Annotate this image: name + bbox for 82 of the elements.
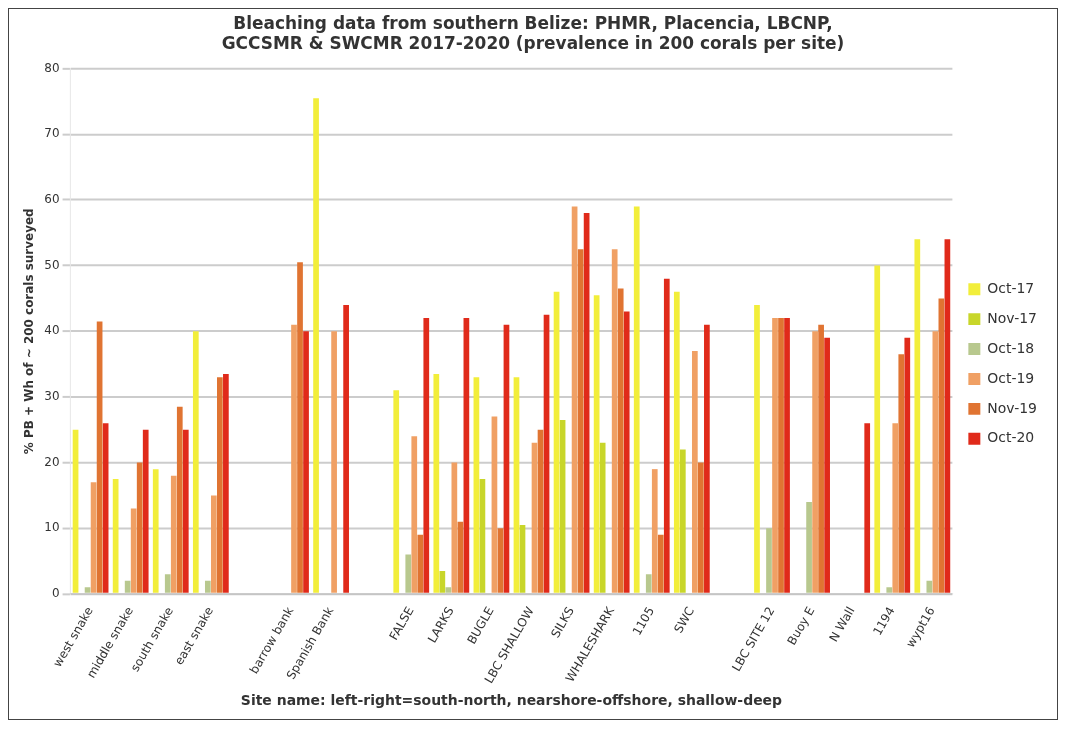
y-tick-label: 60 <box>44 192 60 207</box>
legend-label: Oct-18 <box>987 339 1035 356</box>
bar <box>152 469 159 593</box>
bar <box>679 449 686 593</box>
bar <box>124 580 131 593</box>
bar <box>617 288 624 593</box>
legend-label: Oct-19 <box>987 369 1035 386</box>
bar <box>812 331 818 593</box>
legend-label: Nov-17 <box>987 309 1037 326</box>
bar <box>204 580 211 593</box>
legend-label: Oct-17 <box>987 279 1035 296</box>
bar <box>142 429 149 593</box>
bar <box>645 574 652 593</box>
x-axis-title: Site name: left-right=south-north, nearshore-offshore, shallow-deep <box>240 692 783 709</box>
bar <box>691 350 698 593</box>
bar <box>164 574 171 593</box>
bar <box>393 390 400 593</box>
bar <box>445 587 452 593</box>
bar <box>130 508 137 593</box>
bar <box>874 265 881 593</box>
bar <box>112 478 119 593</box>
bar <box>84 587 91 593</box>
bar <box>633 206 640 593</box>
bar <box>291 324 297 593</box>
bar <box>651 469 658 593</box>
bar <box>704 324 710 593</box>
bar <box>778 318 784 593</box>
bar <box>182 429 189 593</box>
bar <box>313 98 319 593</box>
bar <box>673 291 680 593</box>
bar <box>170 475 177 593</box>
bar <box>926 580 933 593</box>
bar <box>439 570 446 593</box>
y-tick-label: 70 <box>44 126 60 141</box>
bar <box>663 278 670 593</box>
bar <box>136 462 143 593</box>
bar <box>451 462 458 593</box>
y-tick-label: 0 <box>51 585 60 600</box>
y-tick-label: 40 <box>44 323 60 338</box>
y-tick-label: 80 <box>44 60 60 75</box>
bar <box>192 331 199 593</box>
bar <box>754 304 760 593</box>
bar <box>210 495 217 593</box>
y-tick-label: 30 <box>44 389 60 404</box>
bar <box>864 423 871 593</box>
bar <box>886 587 893 593</box>
bar <box>417 534 424 593</box>
bar <box>297 262 303 593</box>
y-axis-title: % PB + Wh of ~ 200 corals surveyed <box>22 208 37 455</box>
legend-label: Oct-20 <box>987 429 1035 446</box>
bar <box>698 462 704 593</box>
bar <box>331 331 337 593</box>
bar <box>898 354 905 593</box>
bar <box>904 337 911 593</box>
bar <box>657 534 664 593</box>
bar <box>405 554 412 593</box>
bar <box>411 436 418 593</box>
bar <box>599 442 606 593</box>
legend-label: Nov-19 <box>987 399 1037 416</box>
bar <box>593 295 600 593</box>
bar <box>892 423 899 593</box>
bar <box>623 311 630 593</box>
bar <box>932 331 939 593</box>
bar <box>824 337 830 593</box>
bar <box>806 501 812 593</box>
bar <box>433 373 440 593</box>
bar <box>611 249 618 593</box>
bar <box>303 331 309 593</box>
bar <box>223 373 229 593</box>
y-tick-label: 10 <box>44 520 60 535</box>
bar <box>176 406 183 593</box>
bar <box>423 318 430 593</box>
bar <box>772 318 778 593</box>
bar <box>217 377 223 593</box>
bar <box>784 318 790 593</box>
bar <box>766 528 772 593</box>
y-tick-label: 20 <box>44 454 60 469</box>
bar <box>343 304 349 593</box>
bar <box>914 239 921 593</box>
bar <box>818 324 824 593</box>
chart-title: Bleaching data from southern Belize: PHMR, Placencia, LBCNP, GCCSMR & SWCMR 2017-2020 (prevalence in 200 corals per site) <box>221 12 845 53</box>
y-tick-label: 50 <box>44 257 60 272</box>
